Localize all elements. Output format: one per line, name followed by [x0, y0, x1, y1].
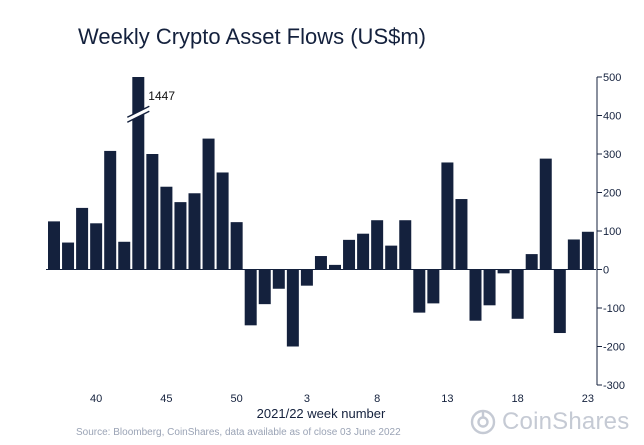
y-tick-label: 500 [603, 72, 621, 84]
bar [539, 158, 552, 270]
y-tick-label: 300 [603, 149, 621, 161]
source-note: Source: Bloomberg, CoinShares, data avai… [76, 427, 401, 438]
y-tick-label: 0 [603, 265, 609, 277]
bar [399, 220, 412, 270]
bar [104, 150, 117, 270]
bar [188, 193, 201, 270]
y-tick-label: -200 [603, 342, 625, 354]
bar [357, 233, 370, 270]
brand-name: CoinShares [502, 408, 630, 435]
bar [62, 242, 75, 270]
bar [469, 269, 482, 321]
bar [581, 231, 594, 270]
bar [525, 254, 538, 270]
x-tick-label: 8 [374, 393, 380, 405]
brand: CoinShares [470, 408, 629, 436]
bar [329, 264, 341, 270]
x-tick-label: 3 [304, 393, 310, 405]
bar [174, 202, 187, 270]
bar [455, 199, 468, 270]
x-tick-label: 13 [441, 393, 453, 405]
x-tick-label: 23 [582, 393, 594, 405]
bar [272, 269, 285, 289]
bar [230, 222, 243, 270]
axis-break-line [126, 105, 150, 118]
bar [511, 269, 524, 319]
bar [343, 239, 356, 270]
bar [216, 172, 229, 270]
bar [146, 154, 159, 270]
chart-title: Weekly Crypto Asset Flows (US$m) [78, 24, 427, 49]
bar [483, 269, 496, 306]
bar [90, 223, 103, 270]
x-tick-label: 45 [160, 393, 172, 405]
axis-break-line [126, 110, 150, 123]
annotation-label: 1447 [148, 89, 175, 103]
y-tick-label: -300 [603, 380, 625, 392]
y-tick-label: -100 [603, 303, 625, 315]
bar [441, 162, 454, 270]
bar [385, 245, 398, 270]
y-tick-label: 100 [603, 226, 621, 238]
y-tick-label: 400 [603, 111, 621, 123]
bar [244, 269, 257, 326]
x-axis-label: 2021/22 week number [257, 406, 386, 421]
x-tick-label: 40 [90, 393, 102, 405]
y-tick-label: 200 [603, 188, 621, 200]
bar [553, 269, 566, 334]
bar [286, 269, 299, 347]
bar [160, 186, 173, 270]
bar [76, 207, 89, 270]
bar [132, 77, 145, 270]
bar [300, 269, 313, 286]
bar [258, 269, 271, 305]
bar [497, 269, 510, 274]
bar [314, 256, 327, 270]
bar [118, 241, 131, 270]
bar [413, 269, 426, 313]
coinshares-logo-icon [470, 409, 496, 435]
x-tick-label: 50 [231, 393, 243, 405]
bar [48, 221, 60, 270]
axis-break-gap [128, 106, 149, 122]
bar [371, 220, 384, 270]
bar [427, 269, 440, 304]
x-tick-label: 18 [512, 393, 524, 405]
bar [202, 138, 215, 270]
bar [567, 239, 580, 270]
